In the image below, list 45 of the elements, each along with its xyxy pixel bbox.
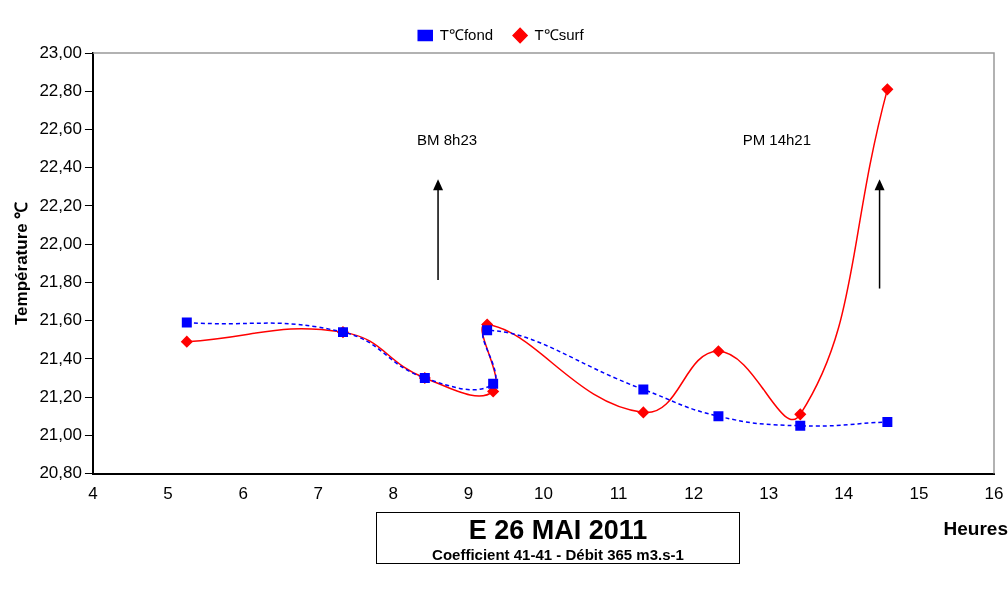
- y-tick-label: 21,20: [39, 386, 82, 406]
- y-tick-label: 21,80: [39, 272, 82, 292]
- point: [488, 378, 499, 389]
- y-tick-label: 22,00: [39, 233, 82, 253]
- x-tick-label: 4: [88, 484, 98, 504]
- point: [638, 384, 649, 395]
- x-axis-title: Heures: [943, 518, 1008, 540]
- annotation: PM 14h21: [742, 131, 812, 149]
- y-tick-label: 21,40: [39, 348, 82, 368]
- x-tick-label: 12: [684, 484, 704, 504]
- y-tick-label: 22,20: [39, 195, 82, 215]
- point: [795, 420, 806, 431]
- text: E 26 MAI 2011: [467, 515, 649, 546]
- point: [181, 317, 192, 328]
- point: [181, 335, 193, 348]
- x-tick-label: 15: [909, 484, 929, 504]
- x-tick-label: 14: [834, 484, 854, 504]
- point: [637, 406, 650, 419]
- legend-label: T℃fond: [439, 25, 494, 43]
- legend-label: T℃surf: [534, 25, 585, 43]
- y-tick-label: 22,60: [39, 119, 82, 139]
- y-tick-label: 22,40: [39, 157, 82, 177]
- y-tick-label: 23,00: [39, 42, 82, 62]
- x-tick-label: 6: [238, 484, 248, 504]
- point: [482, 325, 493, 336]
- y-tick-label: 22,80: [39, 80, 82, 100]
- text: Coefficient 41-41 - Débit 365 m3.s-1: [431, 546, 685, 563]
- x-tick-label: 9: [463, 484, 474, 504]
- point: [882, 416, 893, 427]
- y-tick-label: 20,80: [39, 463, 82, 483]
- x-tick-label: 8: [388, 484, 399, 504]
- point: [713, 411, 724, 422]
- y-tick-label: 21,00: [39, 425, 82, 445]
- annotation: BM 8h23: [417, 131, 478, 149]
- x-tick-label: 11: [609, 484, 628, 504]
- x-tick-label: 16: [984, 484, 1004, 504]
- y-axis-title: Température ℃: [11, 201, 31, 326]
- point: [881, 83, 894, 96]
- x-tick-label: 13: [759, 484, 779, 504]
- point: [794, 408, 807, 421]
- x-tick-label: 10: [534, 484, 553, 504]
- point: [712, 345, 725, 357]
- x-tick-label: 5: [163, 484, 173, 504]
- x-tick-label: 7: [313, 484, 323, 504]
- y-tick-label: 21,60: [39, 310, 82, 330]
